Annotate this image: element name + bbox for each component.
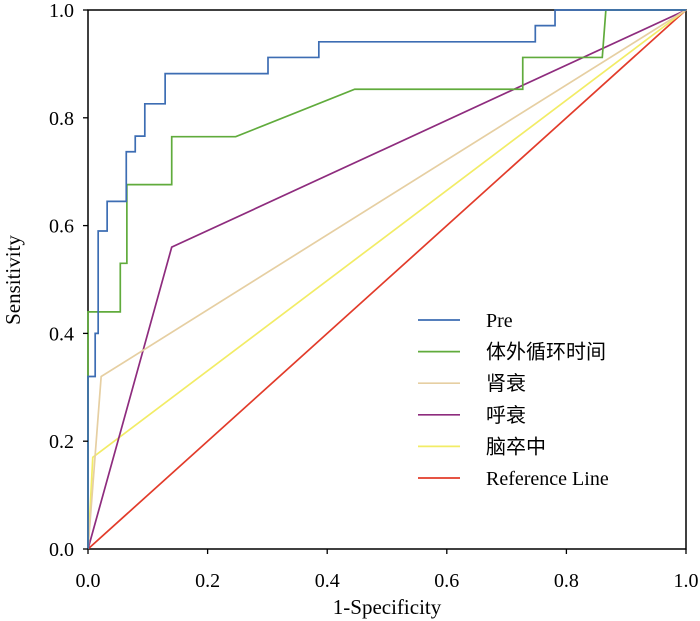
roc-curves bbox=[87, 9, 687, 550]
legend-item: 肾衰 bbox=[418, 372, 526, 395]
y-tick-label: 0.6 bbox=[49, 216, 74, 238]
x-tick-label: 0.0 bbox=[76, 570, 101, 592]
x-tick-label: 1.0 bbox=[674, 570, 699, 592]
y-tick-label: 1.0 bbox=[49, 0, 74, 22]
plot-frame bbox=[87, 9, 687, 550]
x-axis-label: 1-Specificity bbox=[333, 595, 442, 619]
legend-label: 脑卒中 bbox=[486, 435, 546, 458]
x-tick-label: 0.6 bbox=[434, 570, 459, 592]
y-tick-label: 0.4 bbox=[49, 323, 74, 345]
legend-label: 肾衰 bbox=[486, 372, 526, 395]
legend-item: 体外循环时间 bbox=[418, 341, 606, 364]
y-tick-label: 0.2 bbox=[49, 431, 74, 453]
legend-label: Pre bbox=[486, 310, 513, 332]
roc-curve-cpb-time bbox=[87, 9, 686, 549]
legend-item: Pre bbox=[418, 310, 513, 332]
axis-ticks: 0.0 0.2 0.4 0.6 0.8 1.0 0.0 0.2 0.4 0.6 0.8 1.0 bbox=[49, 0, 699, 592]
reference-line bbox=[87, 9, 687, 550]
legend-label: 呼衰 bbox=[486, 404, 526, 427]
roc-curve-renal-failure bbox=[87, 9, 687, 550]
legend-label: 体外循环时间 bbox=[486, 341, 606, 364]
legend-label: Reference Line bbox=[486, 468, 609, 490]
roc-curve-pre bbox=[87, 9, 686, 549]
y-tick-label: 0.8 bbox=[49, 108, 74, 130]
legend-item: Reference Line bbox=[418, 468, 609, 490]
x-tick-label: 0.4 bbox=[315, 570, 340, 592]
y-axis-label: Sensitivity bbox=[1, 235, 25, 325]
y-tick-label: 0.0 bbox=[49, 539, 74, 561]
x-tick-label: 0.8 bbox=[554, 570, 579, 592]
legend-item: 脑卒中 bbox=[418, 435, 546, 458]
legend-item: 呼衰 bbox=[418, 404, 526, 427]
x-tick-label: 0.2 bbox=[195, 570, 220, 592]
